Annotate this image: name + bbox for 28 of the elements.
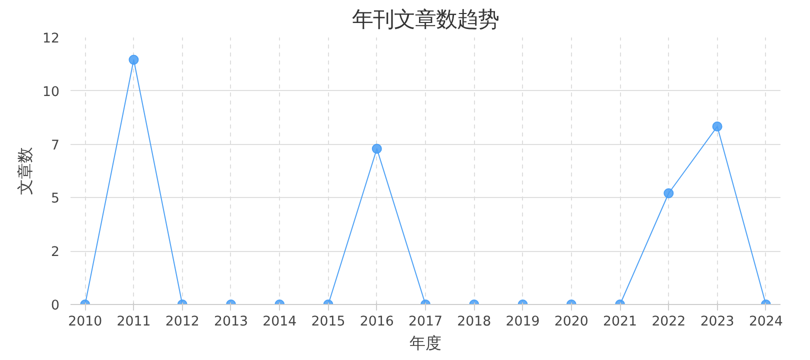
x-tick-label: 2024 [748,314,783,330]
x-tick-label: 2013 [214,314,248,330]
x-tick-label: 2020 [554,314,588,330]
x-tick-label: 2021 [603,314,637,330]
y-tick-label: 7 [51,138,60,154]
point [372,144,382,154]
x-tick-label: 2012 [165,314,200,330]
y-axis-title: 文章数 [16,147,35,195]
x-tick-label: 2023 [700,314,734,330]
point [664,188,674,198]
y-tick-label: 0 [51,298,60,314]
x-tick-label: 2015 [311,314,346,330]
point [712,122,722,132]
x-tick-label: 2010 [68,314,102,330]
y-tick-label: 5 [51,192,60,207]
chart-title: 年刊文章数趋势 [352,8,499,32]
x-tick-label: 2022 [652,314,686,330]
x-tick-label: 2018 [457,314,492,330]
x-axis-title: 年度 [410,334,442,352]
y-tick-label: 12 [42,32,60,46]
x-tick-label: 2017 [408,314,442,330]
x-tick-label: 2014 [262,314,297,330]
y-tick-label: 2 [51,245,60,260]
x-tick-label: 2019 [506,314,540,330]
y-tick-label: 10 [42,84,60,100]
x-tick-label: 2011 [116,314,151,330]
point [128,54,139,65]
x-tick-label: 2016 [360,314,394,330]
